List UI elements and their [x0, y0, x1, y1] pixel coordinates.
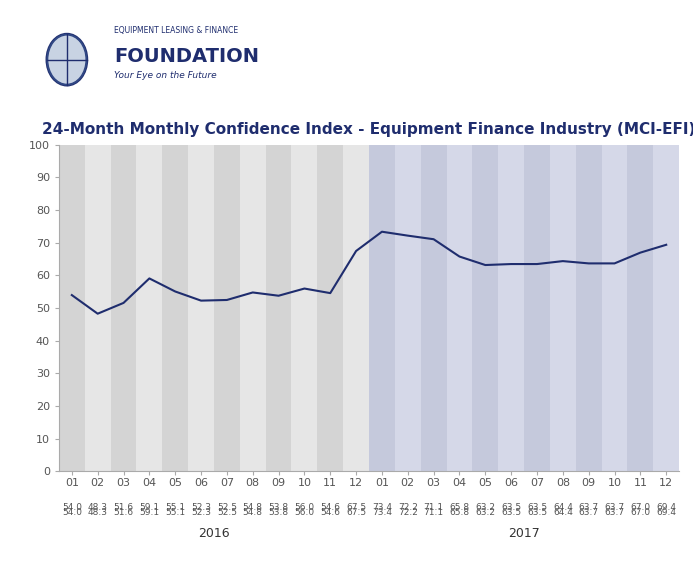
Bar: [498, 145, 524, 471]
Text: 63.7: 63.7: [579, 503, 599, 512]
Bar: [524, 145, 550, 471]
Text: 69.4: 69.4: [656, 503, 676, 512]
Text: 51.6: 51.6: [114, 508, 134, 516]
Bar: [602, 145, 627, 471]
Text: 53.8: 53.8: [268, 508, 288, 516]
Bar: [137, 145, 162, 471]
Text: 48.3: 48.3: [88, 503, 107, 512]
Bar: [188, 145, 214, 471]
Text: Your Eye on the Future: Your Eye on the Future: [114, 71, 217, 80]
Text: 59.1: 59.1: [139, 503, 159, 512]
Text: 52.3: 52.3: [191, 503, 211, 512]
Text: 67.5: 67.5: [346, 508, 366, 516]
Bar: [292, 145, 317, 471]
Text: 65.8: 65.8: [450, 508, 470, 516]
Text: 52.5: 52.5: [217, 508, 237, 516]
Text: 2017: 2017: [508, 527, 540, 540]
Text: FOUNDATION: FOUNDATION: [114, 47, 259, 65]
Text: 63.7: 63.7: [604, 508, 624, 516]
Bar: [550, 145, 576, 471]
Text: 64.4: 64.4: [553, 503, 573, 512]
Text: 63.5: 63.5: [527, 508, 547, 516]
Text: EQUIPMENT LEASING & FINANCE: EQUIPMENT LEASING & FINANCE: [114, 26, 238, 35]
Text: 64.4: 64.4: [553, 508, 573, 516]
Text: 73.4: 73.4: [372, 503, 392, 512]
Bar: [576, 145, 602, 471]
Text: 54.0: 54.0: [62, 503, 82, 512]
Text: 63.5: 63.5: [527, 503, 547, 512]
Bar: [627, 145, 653, 471]
Bar: [111, 145, 137, 471]
Text: 63.5: 63.5: [501, 503, 521, 512]
Text: 67.0: 67.0: [631, 508, 651, 516]
Text: 63.5: 63.5: [501, 508, 521, 516]
Bar: [85, 145, 111, 471]
Text: 71.1: 71.1: [423, 508, 444, 516]
Text: 72.2: 72.2: [398, 503, 418, 512]
Text: 71.1: 71.1: [423, 503, 444, 512]
Bar: [473, 145, 498, 471]
Bar: [653, 145, 679, 471]
Text: 55.1: 55.1: [165, 508, 185, 516]
Text: 56.0: 56.0: [295, 508, 315, 516]
Text: 48.3: 48.3: [88, 508, 107, 516]
Bar: [59, 145, 85, 471]
Text: 53.8: 53.8: [268, 503, 288, 512]
Text: 65.8: 65.8: [450, 503, 470, 512]
Text: 54.8: 54.8: [243, 503, 263, 512]
Bar: [240, 145, 265, 471]
Text: 63.2: 63.2: [475, 503, 495, 512]
Text: 69.4: 69.4: [656, 508, 676, 516]
Text: 67.5: 67.5: [346, 503, 366, 512]
Bar: [214, 145, 240, 471]
Circle shape: [47, 34, 87, 85]
Text: 63.2: 63.2: [475, 508, 495, 516]
Text: 54.0: 54.0: [62, 508, 82, 516]
Text: 2016: 2016: [198, 527, 230, 540]
Bar: [369, 145, 395, 471]
Bar: [343, 145, 369, 471]
Text: 56.0: 56.0: [295, 503, 315, 512]
Text: 54.8: 54.8: [243, 508, 263, 516]
Text: 72.2: 72.2: [398, 508, 418, 516]
Bar: [317, 145, 343, 471]
Text: 63.7: 63.7: [604, 503, 624, 512]
Text: 73.4: 73.4: [372, 508, 392, 516]
Bar: [162, 145, 188, 471]
Bar: [395, 145, 421, 471]
Title: 24-Month Monthly Confidence Index - Equipment Finance Industry (MCI-EFI): 24-Month Monthly Confidence Index - Equi…: [42, 122, 693, 137]
Text: 52.3: 52.3: [191, 508, 211, 516]
Text: 67.0: 67.0: [631, 503, 651, 512]
Bar: [421, 145, 446, 471]
Bar: [446, 145, 473, 471]
Text: 59.1: 59.1: [139, 508, 159, 516]
Text: 63.7: 63.7: [579, 508, 599, 516]
Bar: [265, 145, 292, 471]
Text: 55.1: 55.1: [165, 503, 185, 512]
Text: 51.6: 51.6: [114, 503, 134, 512]
Text: 54.6: 54.6: [320, 508, 340, 516]
Text: 52.5: 52.5: [217, 503, 237, 512]
Text: 54.6: 54.6: [320, 503, 340, 512]
